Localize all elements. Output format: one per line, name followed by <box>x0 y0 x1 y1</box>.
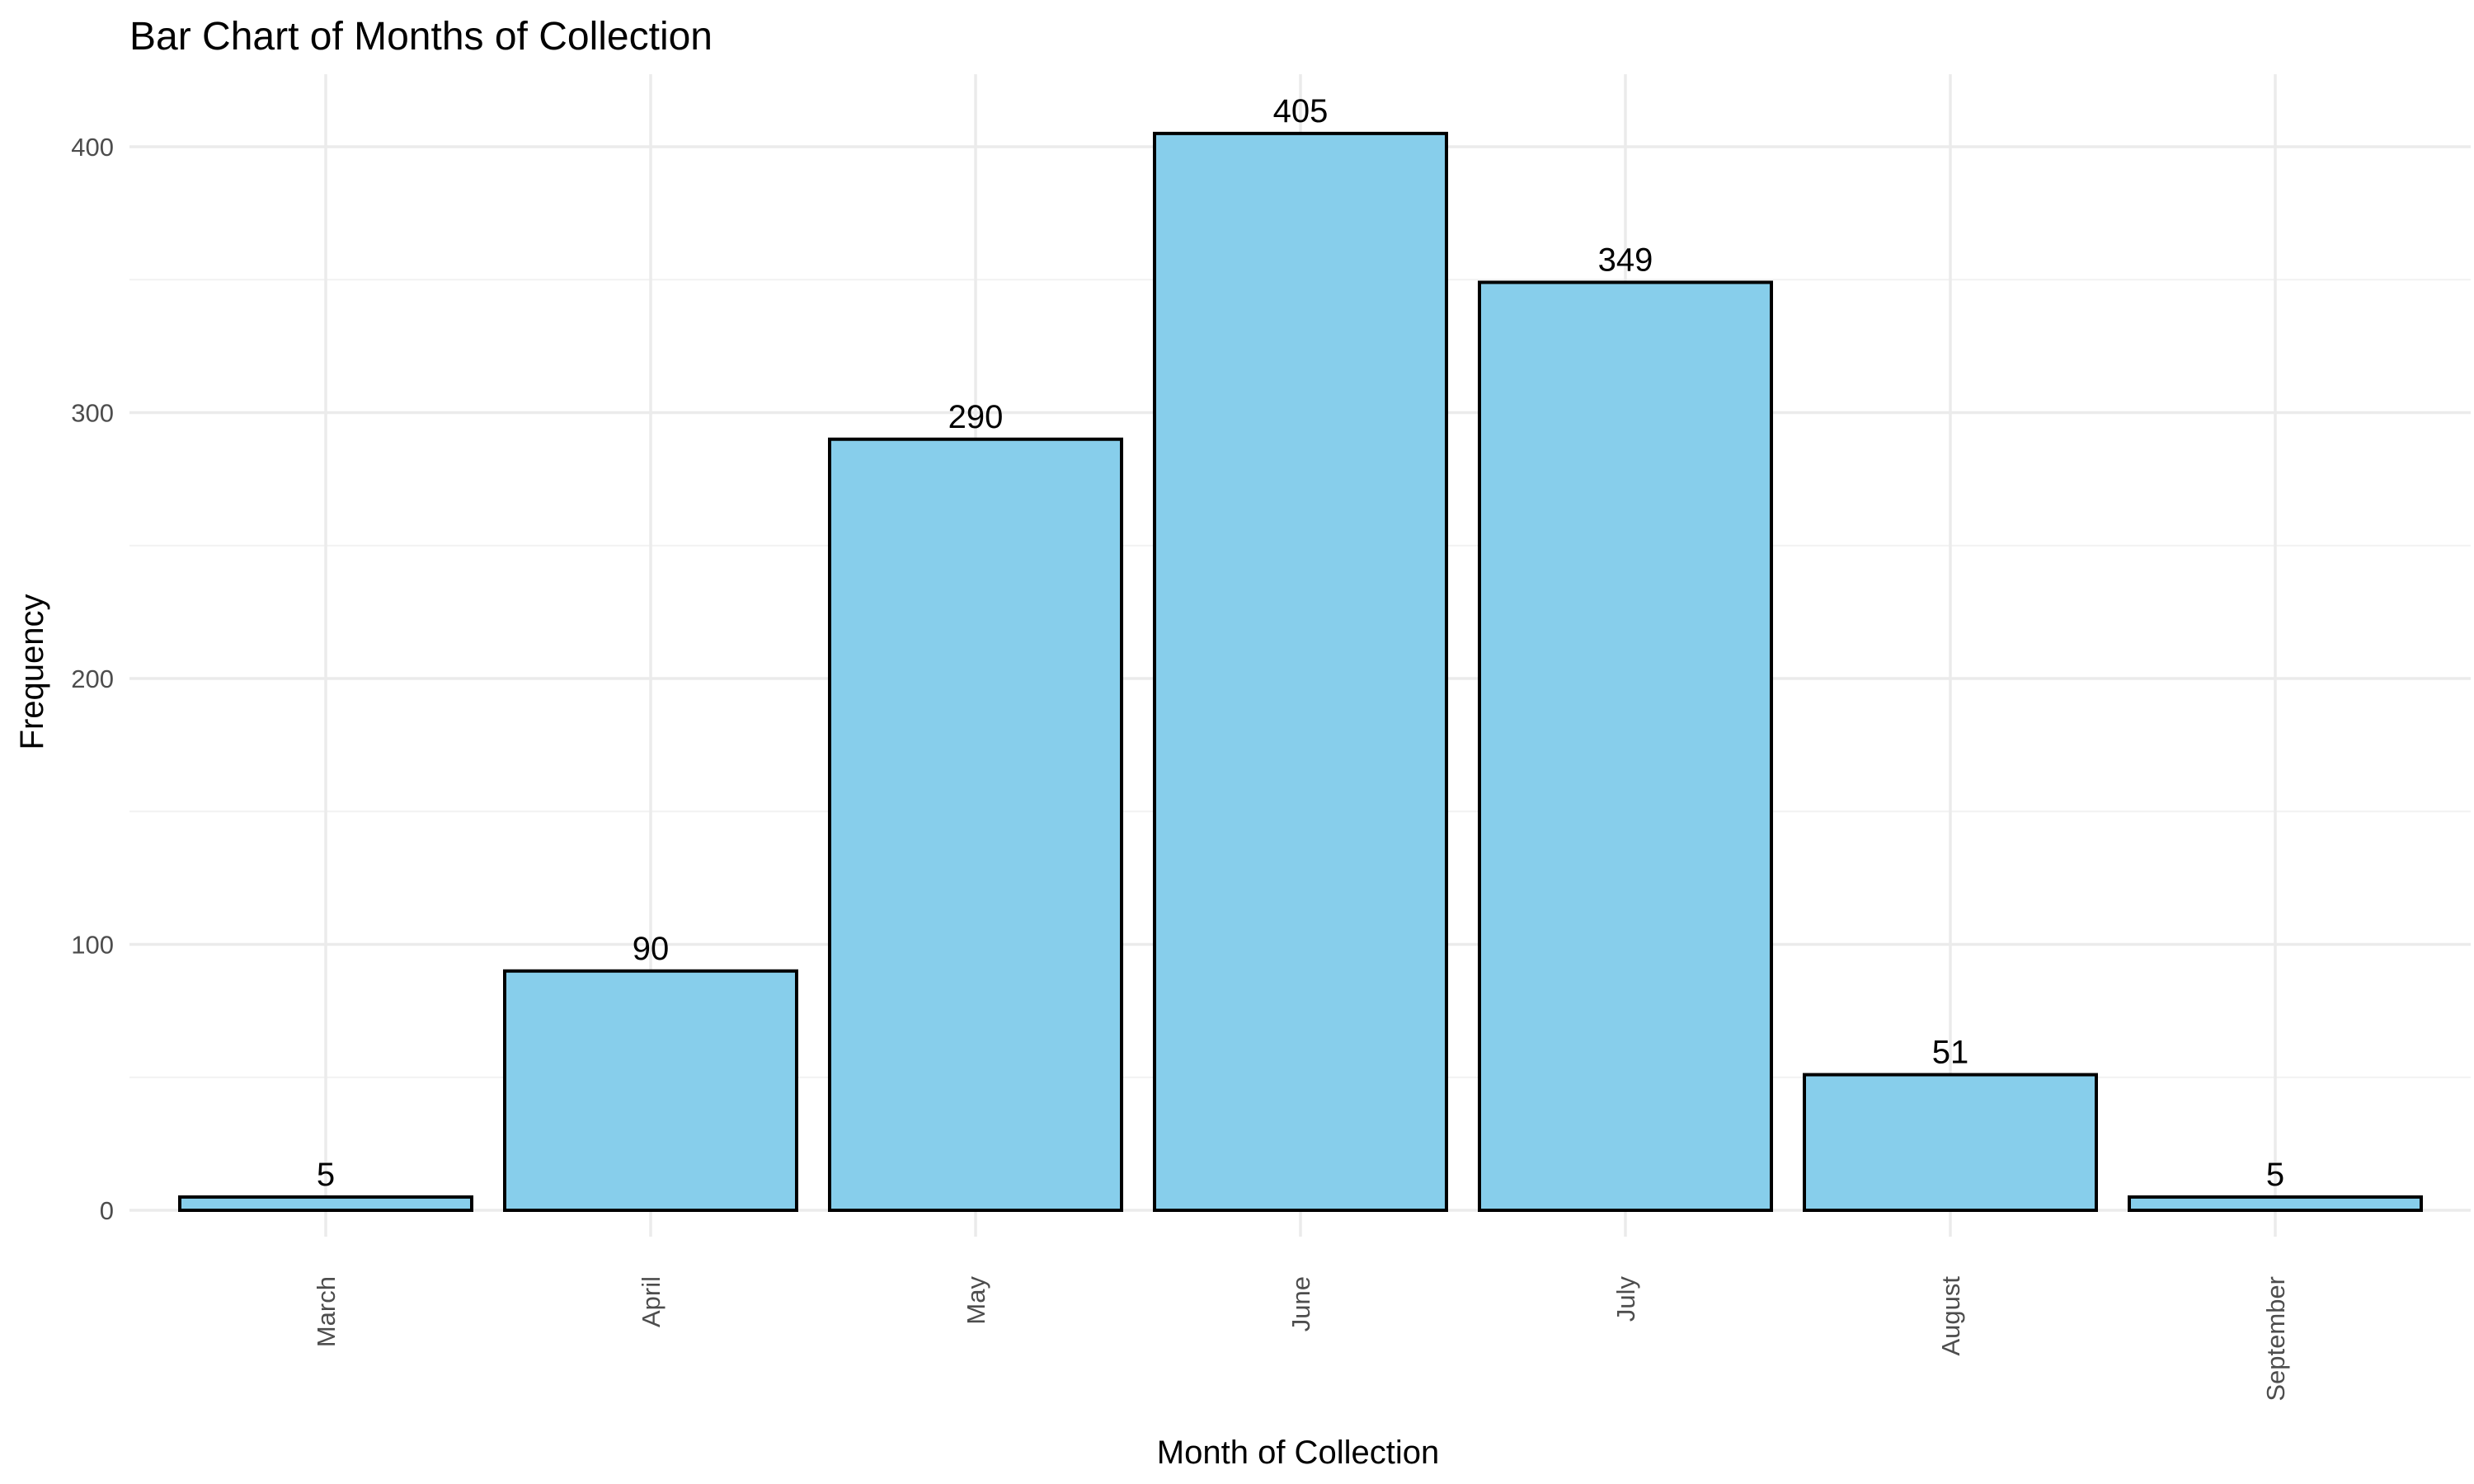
bar-august <box>1803 1073 2098 1213</box>
x-tick-label-april: April <box>637 1276 666 1327</box>
data-label-june: 405 <box>1273 93 1329 129</box>
x-axis-ticks: March April May June July August September <box>312 1276 2290 1402</box>
y-tick-label: 0 <box>100 1196 114 1225</box>
data-label-march: 5 <box>317 1157 335 1193</box>
x-tick-label-may: May <box>962 1276 990 1325</box>
data-label-april: 90 <box>633 931 670 967</box>
bar-april <box>503 969 798 1212</box>
y-tick-label: 200 <box>71 665 114 693</box>
x-axis-title: Month of Collection <box>1157 1435 1439 1471</box>
bars <box>178 131 2423 1213</box>
data-label-august: 51 <box>1932 1035 1969 1071</box>
bar-may <box>828 437 1123 1212</box>
y-axis-ticks: 0 100 200 300 400 <box>71 133 114 1225</box>
bar-march <box>178 1195 473 1212</box>
data-label-july: 349 <box>1598 242 1653 278</box>
y-tick-label: 100 <box>71 931 114 960</box>
x-tick-label-september: September <box>2261 1276 2290 1402</box>
y-axis-title: Frequency <box>14 594 50 750</box>
data-labels: 5 90 290 405 349 51 5 <box>317 93 2284 1193</box>
data-label-may: 290 <box>948 399 1004 435</box>
chart-title: Bar Chart of Months of Collection <box>129 15 713 59</box>
bar-june <box>1153 131 1448 1212</box>
y-tick-label: 400 <box>71 133 114 162</box>
bar-september <box>2128 1195 2423 1212</box>
x-tick-label-june: June <box>1286 1276 1315 1331</box>
x-tick-label-july: July <box>1611 1276 1640 1322</box>
x-tick-label-august: August <box>1936 1276 1965 1356</box>
bar-july <box>1478 280 1773 1213</box>
y-tick-label: 300 <box>71 399 114 428</box>
x-tick-label-march: March <box>312 1276 341 1347</box>
data-label-september: 5 <box>2266 1157 2284 1193</box>
